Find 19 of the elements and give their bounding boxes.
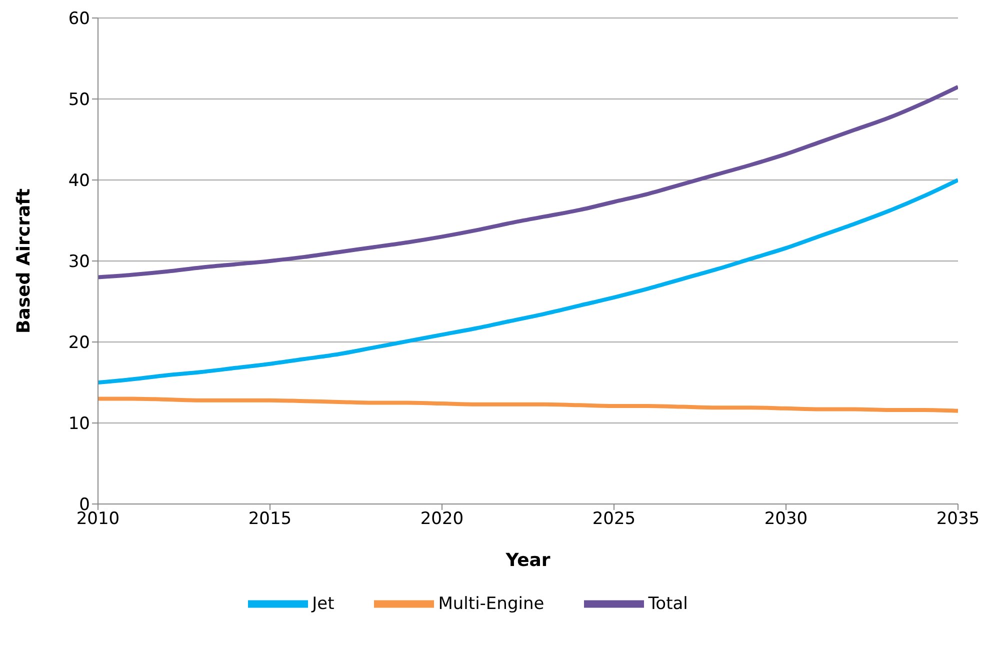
y-tick-label: 50 <box>68 90 90 110</box>
legend-label: Jet <box>312 594 334 614</box>
line-series <box>98 178 958 384</box>
x-tick-label: 2025 <box>592 509 636 530</box>
y-tick-label: 40 <box>68 171 90 192</box>
legend-label: Multi-Engine <box>438 594 544 614</box>
x-tick-label: 2030 <box>764 509 808 530</box>
line-series <box>98 396 958 413</box>
legend-label: Total <box>648 594 688 614</box>
y-tick-label: 10 <box>68 414 90 434</box>
x-axis-title: Year <box>504 550 550 571</box>
y-axis-title: Based Aircraft <box>13 188 34 334</box>
x-tick-label: 2035 <box>936 509 980 530</box>
y-tick-label: 60 <box>68 9 90 30</box>
y-tick-label: 30 <box>68 252 90 272</box>
x-tick-label: 2020 <box>420 509 464 530</box>
line-series <box>98 84 958 280</box>
x-tick-label: 2015 <box>248 509 292 530</box>
y-tick-label: 20 <box>68 333 90 354</box>
